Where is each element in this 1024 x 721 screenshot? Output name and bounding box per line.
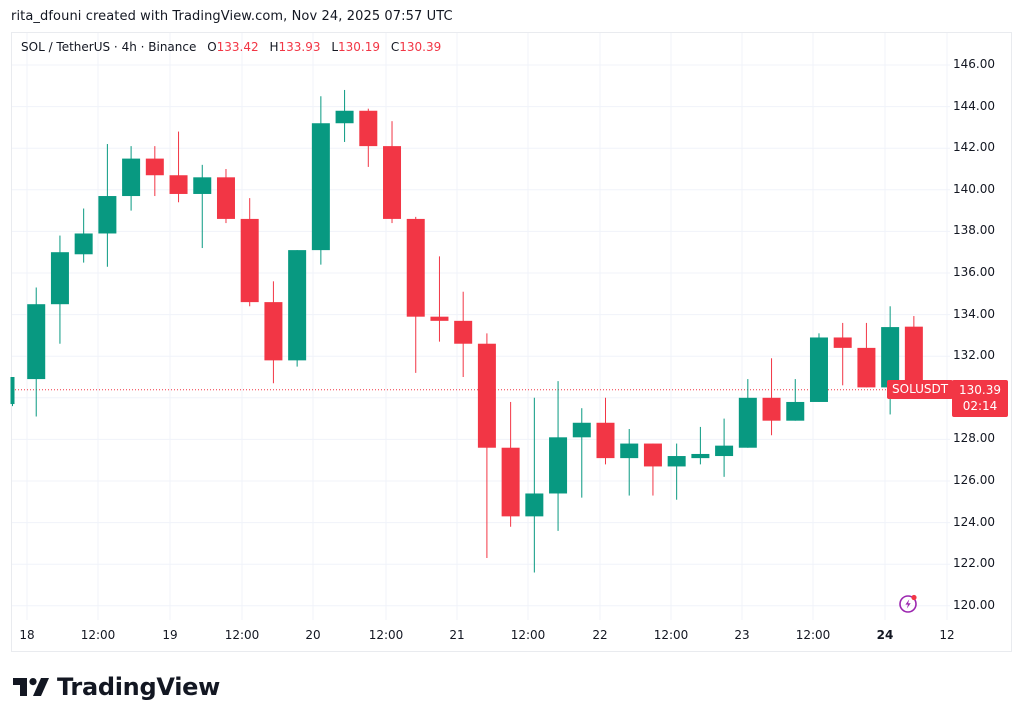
candle[interactable]	[430, 256, 449, 342]
candle[interactable]	[288, 250, 307, 367]
open-label: O	[207, 40, 217, 54]
candle[interactable]	[216, 169, 235, 224]
tradingview-logo-icon	[13, 678, 49, 696]
candle[interactable]	[10, 377, 15, 407]
candle[interactable]	[74, 208, 93, 263]
candle[interactable]	[833, 322, 852, 386]
candle[interactable]	[809, 333, 828, 402]
candle[interactable]	[193, 164, 212, 249]
candle[interactable]	[98, 144, 117, 267]
candle[interactable]	[406, 216, 425, 373]
candle[interactable]	[335, 89, 354, 142]
candle[interactable]	[501, 401, 520, 527]
time-tick-label: 12:00	[795, 628, 831, 642]
candle[interactable]	[145, 146, 164, 197]
price-tick-label: 142.00	[953, 140, 995, 155]
lightning-icon[interactable]	[898, 593, 918, 613]
symbol-legend: SOL / TetherUS · 4h · Binance O133.42 H1…	[21, 40, 441, 54]
price-tick-label: 144.00	[953, 98, 995, 113]
price-tick-label: 128.00	[953, 431, 995, 446]
candle[interactable]	[715, 418, 734, 477]
price-tick-label: 124.00	[953, 514, 995, 529]
close-value: 130.39	[399, 40, 442, 54]
candle[interactable]	[311, 96, 330, 265]
candle[interactable]	[50, 235, 69, 344]
symbol-description[interactable]: SOL / TetherUS · 4h · Binance	[21, 40, 197, 54]
candle[interactable]	[738, 379, 757, 448]
time-tick-label: 12:00	[510, 628, 546, 642]
tradingview-logo[interactable]: TradingView	[13, 673, 220, 701]
high-label: H	[269, 40, 279, 54]
brand-name: TradingView	[57, 673, 220, 701]
price-tick-label: 120.00	[953, 597, 995, 612]
candle[interactable]	[383, 121, 402, 224]
candle[interactable]	[572, 408, 591, 498]
time-tick-label: 12	[939, 628, 955, 642]
time-tick-label: 18	[19, 628, 35, 642]
bar-countdown: 02:14	[962, 399, 998, 413]
time-tick-label: 21	[449, 628, 465, 642]
price-tick-label: 132.00	[953, 348, 995, 363]
candle[interactable]	[454, 291, 473, 377]
candle[interactable]	[667, 443, 686, 500]
price-tick-label: 126.00	[953, 473, 995, 487]
candle[interactable]	[786, 379, 805, 421]
candle[interactable]	[264, 281, 283, 384]
price-tick-label: 140.00	[953, 181, 995, 196]
candle[interactable]	[240, 198, 259, 307]
price-tick-label: 134.00	[953, 306, 995, 321]
price-tick-label: 146.00	[953, 57, 995, 71]
candle[interactable]	[169, 131, 188, 203]
time-tick-label: 12:00	[80, 628, 116, 642]
candle[interactable]	[691, 426, 710, 465]
chart-caption: rita_dfouni created with TradingView.com…	[11, 9, 453, 24]
low-value: 130.19	[338, 40, 381, 54]
low-label: L	[331, 40, 339, 54]
high-value: 133.93	[278, 40, 321, 54]
time-tick-label: 24	[876, 628, 894, 642]
time-tick-label: 12:00	[653, 628, 689, 642]
price-tick-label: 136.00	[953, 265, 995, 279]
candle[interactable]	[549, 381, 568, 531]
price-tick-label: 122.00	[953, 556, 995, 571]
candle[interactable]	[762, 358, 781, 436]
time-tick-label: 22	[592, 628, 608, 642]
price-tick-label: 138.00	[953, 223, 995, 238]
candle[interactable]	[525, 397, 544, 573]
candle[interactable]	[596, 397, 615, 465]
time-tick-label: 20	[305, 628, 321, 642]
candle[interactable]	[620, 429, 639, 496]
candle[interactable]	[122, 146, 141, 211]
candle[interactable]	[477, 333, 496, 558]
last-price-tag: 130.39 02:14	[952, 380, 1008, 417]
candle[interactable]	[643, 443, 662, 496]
symbol-price-label: SOLUSDT	[887, 380, 954, 399]
candle[interactable]	[27, 287, 46, 417]
open-value: 133.42	[216, 40, 259, 54]
close-label: C	[390, 40, 400, 54]
candle[interactable]	[359, 108, 378, 167]
time-tick-label: 12:00	[224, 628, 260, 642]
time-tick-label: 23	[734, 628, 750, 642]
time-tick-label: 12:00	[368, 628, 404, 642]
candle[interactable]	[857, 322, 876, 388]
time-tick-label: 19	[162, 628, 178, 642]
last-price-value: 130.39	[959, 383, 1001, 397]
